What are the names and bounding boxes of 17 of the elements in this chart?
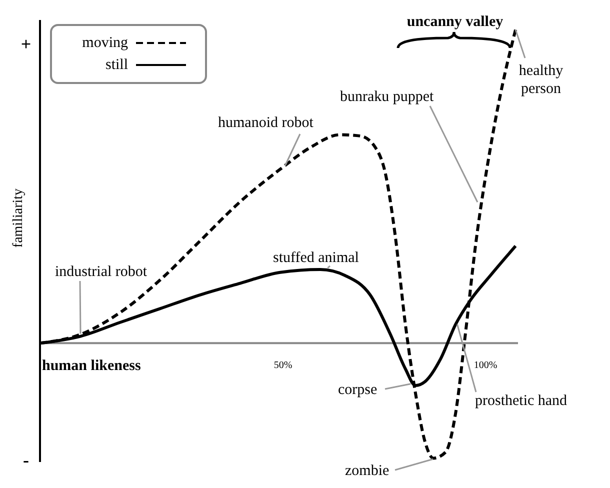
text: + [20,34,32,54]
annotation: uncanny valley [406,14,504,30]
annotation: healthy person [518,63,564,97]
legend-label: moving [81,34,128,52]
text: - [23,450,29,470]
annotation: prosthetic hand [475,393,568,409]
annotation: corpse [338,382,378,398]
annotation: bunraku puppet [340,89,435,105]
annotation: humanoid robot [218,115,314,131]
annotation: zombie [345,463,390,479]
x-tick-label: 50% [274,360,292,372]
annotation: industrial robot [55,264,148,280]
y-axis-title: familiarity [11,188,26,248]
legend-label: still [104,56,128,74]
x-tick-label: 100% [474,360,498,372]
x-axis-title: human likeness [42,358,141,374]
annotation: stuffed animal [273,250,359,266]
